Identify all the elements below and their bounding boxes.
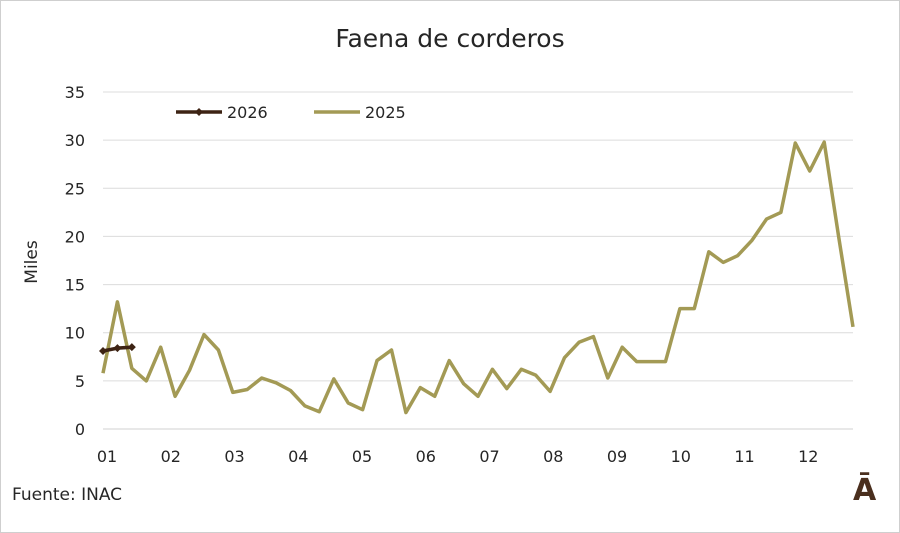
x-tick-label: 03 xyxy=(224,447,244,466)
x-tick-label: 05 xyxy=(352,447,372,466)
legend-marker-2026 xyxy=(195,108,203,116)
data-point-2026 xyxy=(113,344,122,353)
y-tick-label: 0 xyxy=(75,420,85,439)
x-tick-label: 06 xyxy=(416,447,436,466)
x-tick-label: 08 xyxy=(543,447,563,466)
x-tick-label: 07 xyxy=(479,447,499,466)
x-tick-label: 02 xyxy=(161,447,181,466)
x-tick-label: 11 xyxy=(734,447,754,466)
legend-label-2025: 2025 xyxy=(365,103,406,122)
legend: 2026 2025 xyxy=(176,103,406,122)
y-tick-label: 10 xyxy=(65,324,85,343)
gridlines xyxy=(103,91,853,430)
y-tick-label: 15 xyxy=(65,276,85,295)
source-note: Fuente: INAC xyxy=(12,485,123,505)
series-line-2025 xyxy=(101,140,855,415)
brand-logo: Ā xyxy=(853,473,877,508)
x-tick-label: 01 xyxy=(97,447,117,466)
x-tick-label: 12 xyxy=(798,447,818,466)
y-tick-label: 20 xyxy=(65,227,85,246)
x-tick-label: 10 xyxy=(671,447,691,466)
y-tick-label: 25 xyxy=(65,179,85,198)
y-tick-label: 30 xyxy=(65,131,85,150)
y-tick-label: 35 xyxy=(65,83,85,102)
y-tick-label: 5 xyxy=(75,372,85,391)
x-tick-label: 09 xyxy=(607,447,627,466)
data-point-2026 xyxy=(99,347,107,356)
series-lines xyxy=(99,140,855,415)
chart-title: Faena de corderos xyxy=(335,24,565,53)
x-tick-label: 04 xyxy=(288,447,308,466)
x-axis-ticks: 01 02 03 04 05 06 07 08 09 10 11 12 xyxy=(97,447,819,466)
y-axis-ticks: 0 5 10 15 20 25 30 35 xyxy=(65,83,85,439)
legend-label-2026: 2026 xyxy=(227,103,268,122)
data-point-2026 xyxy=(127,343,136,352)
